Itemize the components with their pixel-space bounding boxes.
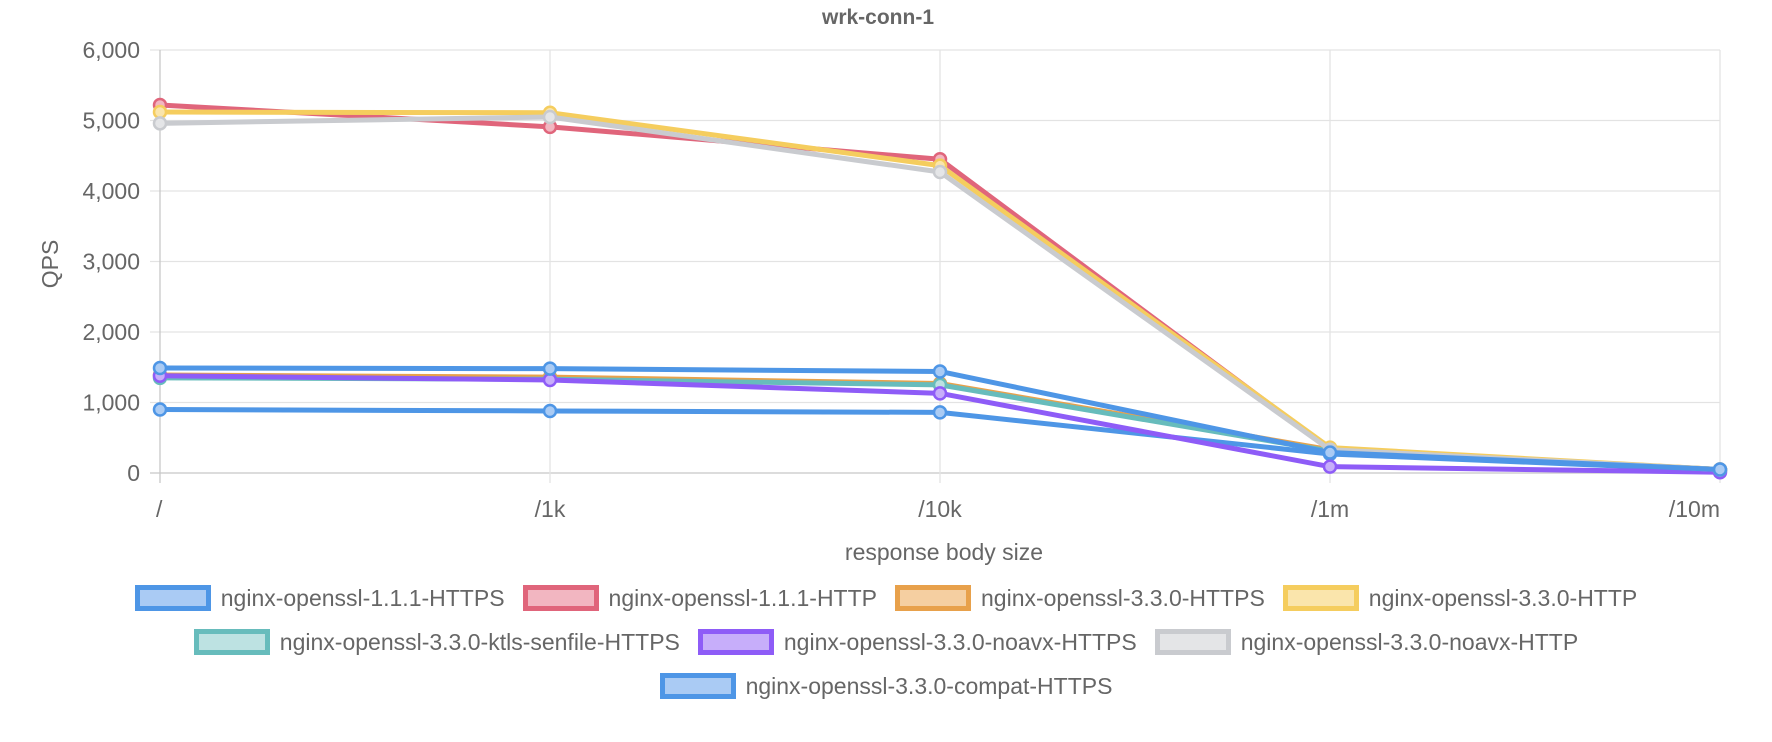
legend-label: nginx-openssl-3.3.0-HTTPS xyxy=(981,584,1265,611)
legend-label: nginx-openssl-1.1.1-HTTPS xyxy=(220,584,505,611)
x-tick-label: /10k xyxy=(918,496,962,522)
y-tick-label: 6,000 xyxy=(82,37,140,63)
legend-swatch xyxy=(522,585,599,611)
legend-label: nginx-openssl-3.3.0-noavx-HTTPS xyxy=(783,628,1137,655)
x-tick-label: / xyxy=(156,496,163,522)
legend-item-openssl-3.3.0-http[interactable]: nginx-openssl-3.3.0-HTTP xyxy=(1282,584,1638,612)
data-point[interactable] xyxy=(152,402,168,417)
legend-label: nginx-openssl-3.3.0-ktls-senfile-HTTPS xyxy=(279,628,680,655)
legend-swatch xyxy=(1154,629,1231,655)
y-tick-label: 0 xyxy=(127,460,140,486)
x-axis-ticks: / /1k/10k/1m/10m xyxy=(156,496,1720,522)
data-point[interactable] xyxy=(1322,459,1338,474)
data-point[interactable] xyxy=(1322,445,1338,460)
legend-swatch xyxy=(659,673,736,699)
legend-swatch xyxy=(193,629,270,655)
legend-label: nginx-openssl-3.3.0-noavx-HTTP xyxy=(1240,628,1579,655)
legend-swatch xyxy=(134,585,211,611)
y-tick-label: 3,000 xyxy=(82,249,140,275)
y-tick-label: 5,000 xyxy=(82,108,140,134)
legend-swatch xyxy=(895,585,971,611)
y-tick-label: 1,000 xyxy=(82,390,140,416)
legend-swatch xyxy=(1282,585,1359,611)
legend-label: nginx-openssl-3.3.0-HTTP xyxy=(1368,584,1638,611)
series-5 xyxy=(152,368,1728,480)
data-point[interactable] xyxy=(932,386,948,401)
data-point[interactable] xyxy=(542,361,558,376)
data-point[interactable] xyxy=(1712,462,1728,477)
legend-label: nginx-openssl-3.3.0-compat-HTTPS xyxy=(745,672,1113,699)
series-7 xyxy=(152,360,1728,477)
legend-swatch xyxy=(697,629,774,655)
legend-item-openssl-1.1.1-http[interactable]: nginx-openssl-1.1.1-HTTP xyxy=(522,584,877,612)
y-tick-label: 2,000 xyxy=(82,319,140,345)
x-tick-label: /1k xyxy=(535,496,566,522)
data-point[interactable] xyxy=(932,164,948,180)
data-point[interactable] xyxy=(932,364,948,379)
y-axis-ticks: 0 1,000 2,000 3,000 4,000 5,000 6,000 xyxy=(82,37,140,486)
legend-item-openssl-1.1.1-https[interactable]: nginx-openssl-1.1.1-HTTPS xyxy=(134,584,505,612)
x-axis-label: response body size xyxy=(845,539,1043,565)
legend-label: nginx-openssl-1.1.1-HTTP xyxy=(608,584,877,611)
series-lines xyxy=(152,97,1728,480)
y-tick-label: 4,000 xyxy=(82,178,140,204)
x-tick-label: /1m xyxy=(1311,496,1349,522)
legend-row: nginx-openssl-1.1.1-HTTPS nginx-openssl-… xyxy=(134,584,1638,612)
chart-title: wrk-conn-1 xyxy=(821,6,934,29)
data-point[interactable] xyxy=(542,403,558,419)
legend-row: nginx-openssl-3.3.0-ktls-senfile-HTTPS n… xyxy=(193,628,1579,656)
y-axis-label: QPS xyxy=(37,240,63,289)
legend: nginx-openssl-1.1.1-HTTPS nginx-openssl-… xyxy=(0,585,1772,699)
legend-row: nginx-openssl-3.3.0-compat-HTTPS xyxy=(659,672,1113,700)
x-tick-label: /10m xyxy=(1669,496,1720,522)
grid xyxy=(150,49,1721,483)
legend-item-openssl-3.3.0-compat-https[interactable]: nginx-openssl-3.3.0-compat-HTTPS xyxy=(659,672,1113,700)
legend-item-openssl-3.3.0-ktls-https[interactable]: nginx-openssl-3.3.0-ktls-senfile-HTTPS xyxy=(193,628,680,656)
data-point[interactable] xyxy=(542,109,558,125)
data-point[interactable] xyxy=(152,360,168,376)
legend-item-openssl-3.3.0-noavx-https[interactable]: nginx-openssl-3.3.0-noavx-HTTPS xyxy=(697,628,1137,656)
legend-item-openssl-3.3.0-https[interactable]: nginx-openssl-3.3.0-HTTPS xyxy=(895,585,1265,612)
data-point[interactable] xyxy=(932,405,948,420)
legend-item-openssl-3.3.0-noavx-http[interactable]: nginx-openssl-3.3.0-noavx-HTTP xyxy=(1154,628,1579,656)
data-point[interactable] xyxy=(152,116,168,131)
